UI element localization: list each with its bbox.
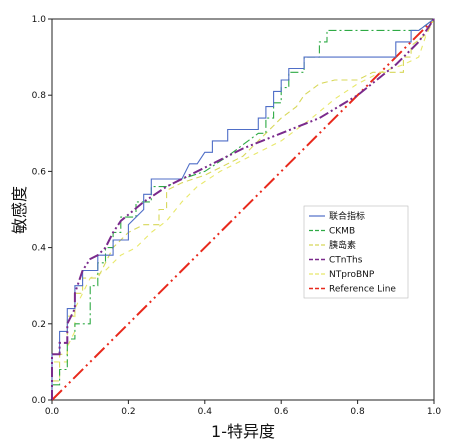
- legend-items: 联合指标 CKMB 胰岛素 CTnThs NTproBNP Reference Line: [309, 210, 396, 295]
- y-tick-label: 0.4: [32, 244, 47, 254]
- y-axis-label: 敏感度: [10, 186, 29, 234]
- legend-label: NTproBNP: [329, 270, 375, 280]
- x-tick-label: 0.2: [121, 407, 135, 417]
- legend-label: CKMB: [329, 227, 355, 237]
- y-tick-label: 0.6: [32, 167, 47, 177]
- legend-label: CTnThs: [329, 256, 363, 266]
- legend-label: Reference Line: [329, 285, 396, 295]
- series-lines: [51, 18, 435, 401]
- x-tick-label: 0.4: [198, 407, 213, 417]
- legend-label: 联合指标: [329, 210, 365, 222]
- y-tick-label: 0.8: [32, 91, 47, 101]
- axis-ticks: 0.0 0.2 0.4 0.6 0.8 1.0 0.0 0.2 0.4 0.6 0.8 1.0: [32, 15, 442, 417]
- series-line-联合指标: [51, 18, 435, 400]
- legend: 联合指标 CKMB 胰岛素 CTnThs NTproBNP Reference Line: [303, 205, 409, 299]
- x-axis-label: 1-特异度: [211, 422, 275, 441]
- series-line-ctnths: [51, 18, 435, 400]
- x-tick-label: 0.6: [274, 407, 289, 417]
- y-tick-label: 0.2: [32, 320, 46, 330]
- x-tick-label: 1.0: [427, 407, 442, 417]
- legend-box: [303, 205, 409, 299]
- x-tick-label: 0.8: [350, 407, 365, 417]
- x-tick-label: 0.0: [45, 407, 60, 417]
- y-tick-label: 0.0: [32, 396, 47, 406]
- y-tick-label: 1.0: [32, 15, 47, 25]
- legend-label: 胰岛素: [329, 239, 356, 251]
- series-line-ckmb: [51, 18, 435, 400]
